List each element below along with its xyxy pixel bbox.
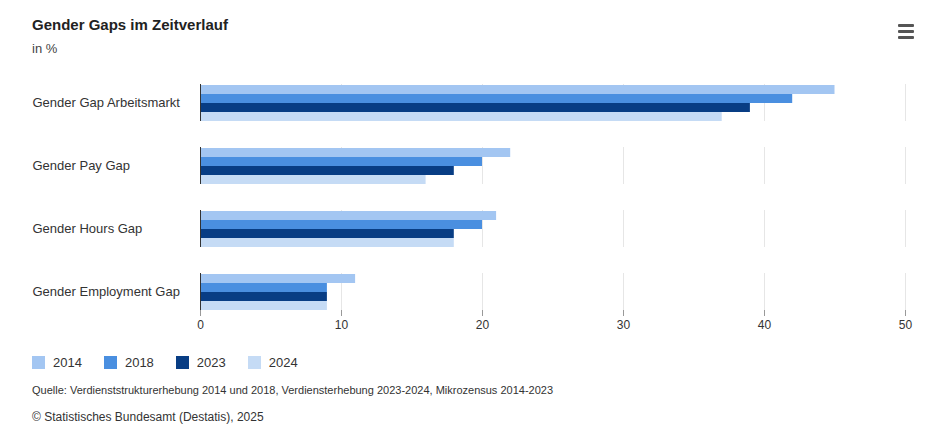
svg-text:Gender Hours Gap: Gender Hours Gap [33, 221, 143, 236]
svg-text:Gender Pay Gap: Gender Pay Gap [33, 158, 131, 173]
html-text:2024: 2024 [268, 355, 298, 370]
svg-text:Gender Gap Arbeitsmarkt: Gender Gap Arbeitsmarkt [33, 95, 181, 110]
html-text:2018: 2018 [124, 355, 154, 370]
svg-text:0: 0 [197, 318, 204, 332]
svg-text:50: 50 [899, 318, 913, 332]
html-text:Quelle: Verdienststrukturerheb: Quelle: Verdienststrukturerhebung 2014 u… [32, 384, 553, 396]
svg-text:20: 20 [476, 318, 490, 332]
svg-text:30: 30 [617, 318, 631, 332]
html-text:in %: in % [32, 41, 58, 56]
html-text:2014: 2014 [53, 355, 82, 370]
svg-text:40: 40 [758, 318, 772, 332]
html-text:Gender Gaps im Zeitverlauf: Gender Gaps im Zeitverlauf [32, 16, 228, 33]
html-text:© Statistisches Bundesamt (Des: © Statistisches Bundesamt (Destatis), 20… [32, 410, 264, 424]
html-text:2023: 2023 [196, 355, 226, 370]
svg-text:10: 10 [335, 318, 349, 332]
svg-text:Gender Employment Gap: Gender Employment Gap [33, 284, 180, 299]
